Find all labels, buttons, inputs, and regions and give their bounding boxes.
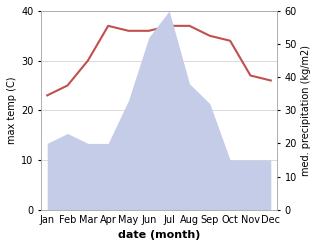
Y-axis label: max temp (C): max temp (C) bbox=[7, 77, 17, 144]
Y-axis label: med. precipitation (kg/m2): med. precipitation (kg/m2) bbox=[301, 45, 311, 176]
X-axis label: date (month): date (month) bbox=[118, 230, 200, 240]
